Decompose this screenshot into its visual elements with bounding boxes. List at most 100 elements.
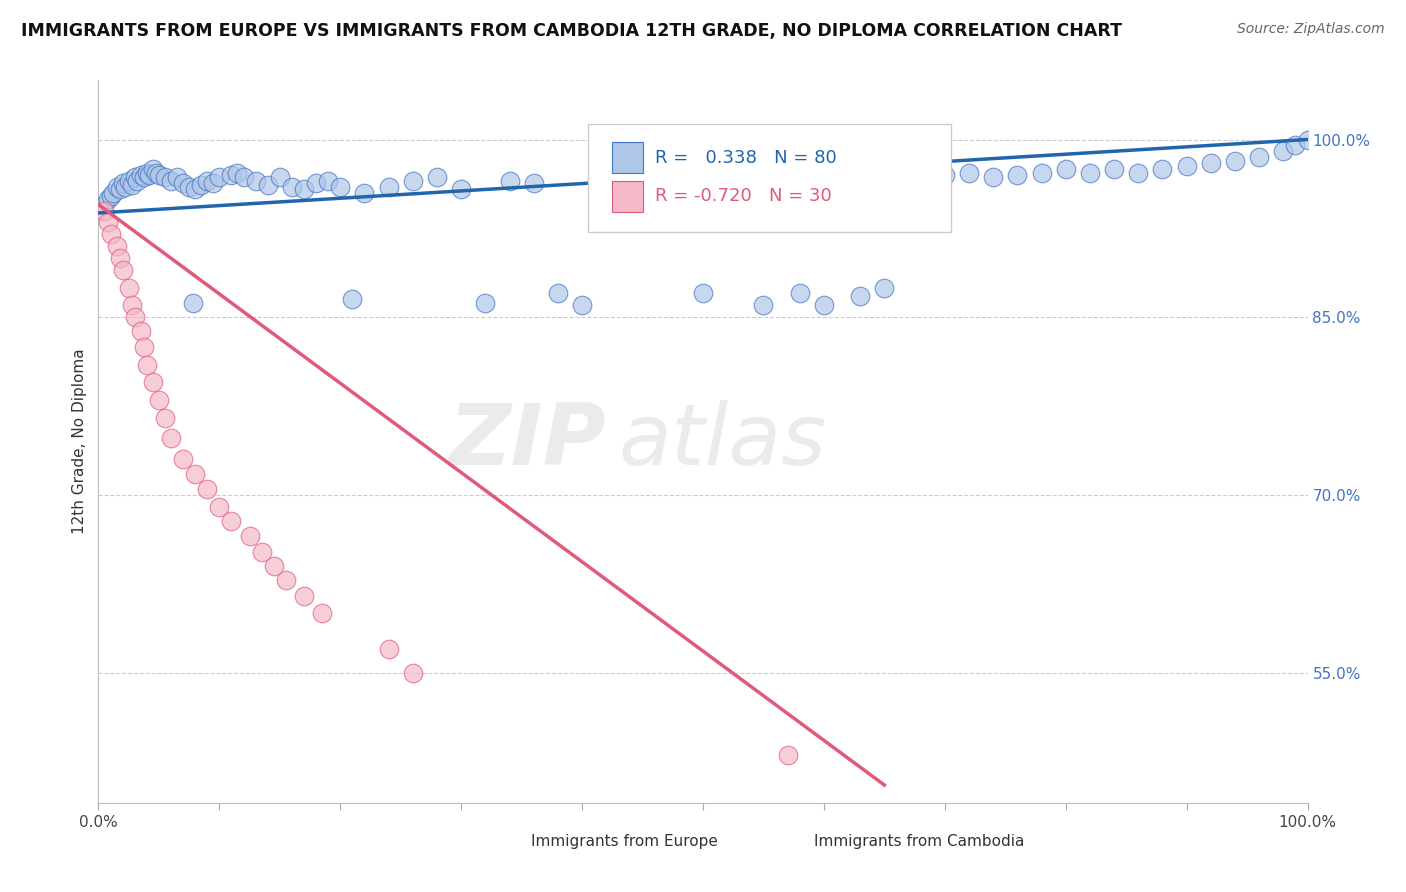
Point bbox=[377, 180, 399, 194]
Point bbox=[1031, 166, 1053, 180]
Point bbox=[160, 431, 183, 445]
Point bbox=[93, 197, 115, 211]
FancyBboxPatch shape bbox=[498, 830, 519, 852]
Point bbox=[474, 296, 496, 310]
Text: IMMIGRANTS FROM EUROPE VS IMMIGRANTS FROM CAMBODIA 12TH GRADE, NO DIPLOMA CORREL: IMMIGRANTS FROM EUROPE VS IMMIGRANTS FRO… bbox=[21, 22, 1122, 40]
Point bbox=[202, 177, 225, 191]
Point bbox=[208, 170, 231, 185]
Point bbox=[148, 168, 170, 182]
Point bbox=[1054, 162, 1077, 177]
Point bbox=[256, 178, 278, 192]
Point bbox=[97, 192, 120, 206]
Point bbox=[121, 298, 143, 312]
Point bbox=[160, 174, 183, 188]
Point bbox=[181, 296, 204, 310]
Point bbox=[93, 203, 115, 218]
FancyBboxPatch shape bbox=[613, 181, 643, 211]
Point bbox=[402, 665, 425, 680]
Point bbox=[311, 607, 333, 621]
Point bbox=[114, 180, 136, 194]
Point bbox=[910, 174, 932, 188]
Point bbox=[145, 166, 167, 180]
Point bbox=[129, 325, 152, 339]
Point bbox=[292, 589, 315, 603]
Point bbox=[172, 177, 194, 191]
Text: ZIP: ZIP bbox=[449, 400, 606, 483]
Point bbox=[121, 178, 143, 192]
Point bbox=[1128, 166, 1150, 180]
Point bbox=[172, 452, 194, 467]
Text: R = -0.720   N = 30: R = -0.720 N = 30 bbox=[655, 187, 831, 205]
Text: Source: ZipAtlas.com: Source: ZipAtlas.com bbox=[1237, 22, 1385, 37]
Point bbox=[134, 340, 156, 354]
Point bbox=[195, 482, 218, 496]
Point bbox=[1199, 156, 1222, 170]
Point bbox=[111, 262, 134, 277]
Point bbox=[135, 358, 157, 372]
Point bbox=[789, 286, 811, 301]
Point bbox=[124, 170, 146, 185]
Point bbox=[849, 289, 872, 303]
Point bbox=[547, 286, 569, 301]
Point bbox=[353, 186, 375, 200]
Point bbox=[138, 168, 160, 182]
FancyBboxPatch shape bbox=[782, 830, 803, 852]
Point bbox=[221, 514, 243, 528]
Point bbox=[1272, 145, 1295, 159]
Point bbox=[208, 500, 231, 514]
Point bbox=[142, 162, 165, 177]
Point bbox=[100, 227, 122, 242]
Text: Immigrants from Europe: Immigrants from Europe bbox=[531, 834, 718, 848]
Point bbox=[1223, 153, 1246, 168]
Point bbox=[957, 166, 980, 180]
Point bbox=[245, 174, 267, 188]
Point bbox=[269, 170, 291, 185]
Point bbox=[329, 180, 352, 194]
Point bbox=[153, 170, 176, 185]
Point bbox=[450, 182, 472, 196]
Point bbox=[402, 174, 425, 188]
Point bbox=[1152, 162, 1174, 177]
Point bbox=[873, 280, 896, 294]
Point bbox=[190, 178, 212, 192]
Point bbox=[274, 573, 297, 587]
Point bbox=[118, 174, 141, 188]
Text: R =   0.338   N = 80: R = 0.338 N = 80 bbox=[655, 149, 837, 167]
Point bbox=[97, 215, 120, 229]
Point bbox=[166, 170, 188, 185]
Point bbox=[776, 748, 799, 763]
Point bbox=[250, 544, 273, 558]
Point bbox=[1284, 138, 1306, 153]
Point bbox=[108, 251, 131, 265]
Point bbox=[1175, 159, 1198, 173]
Point bbox=[342, 293, 364, 307]
Point bbox=[108, 182, 131, 196]
Point bbox=[619, 174, 641, 188]
Point bbox=[668, 174, 690, 188]
Point bbox=[105, 239, 128, 253]
Point bbox=[934, 168, 956, 182]
Point bbox=[195, 174, 218, 188]
Point bbox=[523, 177, 546, 191]
Point bbox=[426, 170, 449, 185]
Point bbox=[281, 180, 304, 194]
Point bbox=[644, 180, 666, 194]
Point bbox=[124, 310, 146, 325]
Point bbox=[498, 174, 520, 188]
Point bbox=[101, 186, 124, 200]
Point bbox=[135, 166, 157, 180]
Point bbox=[148, 393, 170, 408]
Point bbox=[595, 170, 617, 185]
Point bbox=[184, 182, 207, 196]
Point bbox=[105, 180, 128, 194]
Point bbox=[184, 467, 207, 481]
Point bbox=[813, 298, 835, 312]
Point bbox=[1249, 150, 1271, 164]
Point bbox=[226, 166, 249, 180]
FancyBboxPatch shape bbox=[613, 142, 643, 173]
Point bbox=[239, 529, 262, 543]
Point bbox=[232, 170, 254, 185]
Point bbox=[129, 168, 152, 182]
Point bbox=[292, 182, 315, 196]
Point bbox=[111, 177, 134, 191]
